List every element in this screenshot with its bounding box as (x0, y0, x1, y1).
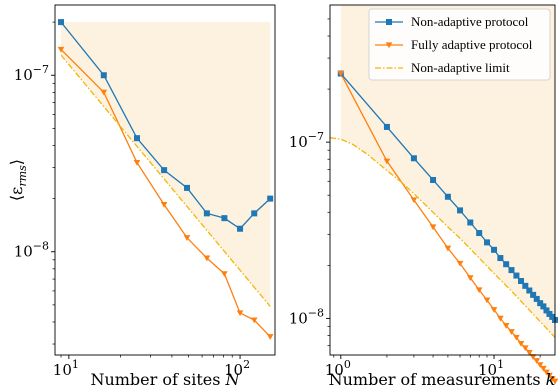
data-point-fully-adaptive (236, 310, 244, 317)
data-point-fully-adaptive (410, 197, 418, 204)
data-point-non-adaptive (522, 282, 529, 289)
data-point-non-adaptive (526, 287, 533, 294)
data-point-non-adaptive (161, 167, 168, 174)
data-point-non-adaptive (540, 303, 547, 310)
data-point-non-adaptive (444, 193, 451, 200)
y-tick-label: 10−8 (14, 240, 49, 261)
y-tick-label: 10−8 (289, 306, 324, 327)
legend: Non-adaptive protocol Fully adaptive prot… (368, 8, 551, 81)
data-point-fully-adaptive (490, 307, 498, 313)
data-point-non-adaptive (543, 307, 550, 314)
data-point-fully-adaptive (183, 235, 191, 241)
data-point-non-adaptive (513, 272, 520, 279)
data-point-non-adaptive (203, 210, 210, 217)
series-line-limit (330, 137, 555, 338)
x-tick-label: 102 (224, 358, 250, 379)
data-point-fully-adaptive (517, 340, 525, 347)
data-point-non-adaptive (503, 261, 510, 268)
data-point-non-adaptive (533, 295, 540, 302)
y-tick-label: 10−7 (289, 130, 324, 151)
data-point-fully-adaptive (203, 255, 211, 262)
data-point-non-adaptive (518, 278, 525, 285)
shaded-region (61, 22, 271, 307)
data-point-fully-adaptive (456, 260, 464, 267)
data-point-fully-adaptive (429, 224, 437, 231)
legend-label: Fully adaptive protocol (411, 37, 533, 52)
data-point-fully-adaptive (536, 362, 544, 369)
data-point-fully-adaptive (100, 89, 108, 96)
data-point-fully-adaptive (337, 70, 345, 77)
y-tick-label: 10−7 (14, 63, 49, 84)
left-x-axis-label: Number of sites N (90, 370, 240, 389)
data-point-fully-adaptive (526, 349, 533, 356)
data-point-non-adaptive (476, 230, 483, 237)
right-x-axis-label: Number of measurements k (329, 370, 556, 389)
data-point-fully-adaptive (513, 334, 520, 341)
data-point-non-adaptive (221, 215, 228, 222)
data-point-non-adaptive (237, 225, 244, 232)
data-point-fully-adaptive (250, 317, 258, 324)
legend-marker (385, 42, 393, 49)
right-plot-frame (329, 4, 556, 356)
data-point-non-adaptive (410, 155, 417, 162)
left-plot-frame (54, 4, 276, 356)
legend-box (368, 8, 551, 81)
data-point-non-adaptive (549, 313, 556, 320)
data-point-non-adaptive (58, 19, 65, 26)
data-point-fully-adaptive (466, 275, 474, 281)
data-point-fully-adaptive (483, 297, 491, 304)
data-point-fully-adaptive (540, 365, 547, 372)
data-point-fully-adaptive (543, 369, 550, 376)
legend-marker (386, 19, 392, 25)
data-point-fully-adaptive (529, 354, 537, 361)
data-point-fully-adaptive (502, 323, 510, 329)
legend-label: Non-adaptive protocol (411, 14, 529, 29)
left-chart-panel: 101 102 10−7 10−8 Number of sites N ⟨εrms⟩ (7, 4, 276, 389)
data-point-non-adaptive (491, 246, 498, 253)
left-y-axis-label: ⟨εrms⟩ (7, 159, 29, 201)
data-point-fully-adaptive (383, 158, 391, 165)
data-point-fully-adaptive (57, 46, 65, 53)
data-point-fully-adaptive (266, 334, 274, 340)
data-point-fully-adaptive (546, 372, 553, 379)
series-line-limit (60, 54, 271, 307)
data-point-fully-adaptive (497, 315, 504, 322)
data-point-fully-adaptive (475, 287, 483, 294)
data-point-non-adaptive (467, 219, 474, 226)
x-tick-label: 101 (478, 358, 504, 379)
data-point-non-adaptive (537, 300, 544, 307)
shaded-region (340, 5, 555, 338)
data-point-fully-adaptive (160, 201, 168, 208)
x-tick-label: 100 (325, 358, 351, 379)
data-point-non-adaptive (530, 291, 537, 298)
data-point-non-adaptive (267, 195, 274, 202)
data-point-fully-adaptive (221, 271, 228, 277)
data-point-non-adaptive (457, 207, 464, 214)
data-point-non-adaptive (383, 123, 390, 130)
data-point-non-adaptive (251, 210, 258, 217)
data-point-non-adaptive (508, 267, 515, 274)
data-point-non-adaptive (100, 72, 107, 79)
x-tick-label: 101 (53, 358, 79, 379)
data-point-non-adaptive (430, 176, 437, 183)
data-point-fully-adaptive (133, 159, 141, 166)
data-point-fully-adaptive (551, 378, 559, 385)
data-point-non-adaptive (133, 135, 140, 142)
data-point-fully-adaptive (508, 329, 515, 335)
data-point-fully-adaptive (533, 358, 541, 364)
legend-label: Non-adaptive limit (411, 60, 510, 75)
data-point-non-adaptive (497, 255, 504, 262)
data-point-non-adaptive (184, 184, 191, 191)
series-line-non-adaptive (60, 21, 271, 230)
data-point-fully-adaptive (522, 345, 529, 352)
data-point-non-adaptive (484, 239, 491, 246)
data-point-fully-adaptive (444, 245, 452, 252)
